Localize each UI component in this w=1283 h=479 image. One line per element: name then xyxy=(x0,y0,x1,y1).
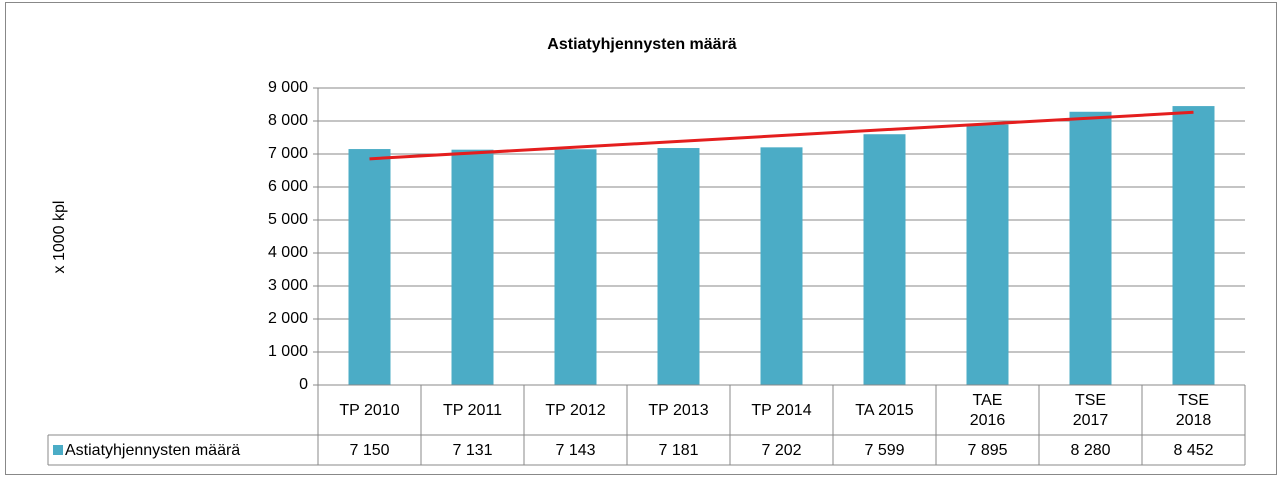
table-value: 8 452 xyxy=(1173,442,1213,459)
bar xyxy=(348,149,391,385)
trendline xyxy=(369,110,1194,161)
bar xyxy=(760,147,803,385)
legend-swatch xyxy=(53,445,63,455)
y-tick-label: 8 000 xyxy=(268,112,308,129)
x-tick-label: TA 2015 xyxy=(855,402,914,419)
x-tick-label: TP 2014 xyxy=(751,402,811,419)
legend-label: Astiatyhjennysten määrä xyxy=(65,442,240,459)
y-tick-label: 4 000 xyxy=(268,244,308,261)
bar xyxy=(554,149,597,385)
y-axis-label: x 1000 kpl xyxy=(51,201,68,274)
x-tick-label: TAE 2016 xyxy=(970,392,1006,429)
bar xyxy=(451,149,494,385)
bar xyxy=(1069,111,1112,385)
y-tick-label: 0 xyxy=(299,376,308,393)
x-tick-label: TSE 2018 xyxy=(1176,392,1212,429)
y-tick-label: 1 000 xyxy=(268,343,308,360)
y-tick-label: 9 000 xyxy=(268,79,308,96)
x-tick-label: TP 2013 xyxy=(648,402,708,419)
y-tick-label: 2 000 xyxy=(268,310,308,327)
chart-title: Astiatyhjennysten määrä xyxy=(547,36,737,53)
bar xyxy=(966,124,1009,385)
y-tick-label: 5 000 xyxy=(268,211,308,228)
chart-border xyxy=(5,2,1277,475)
x-tick-label: TP 2011 xyxy=(443,402,502,419)
y-tick-label: 7 000 xyxy=(268,145,308,162)
table-value: 7 895 xyxy=(967,442,1007,459)
table-value: 7 150 xyxy=(349,442,389,459)
table-value: 7 599 xyxy=(864,442,904,459)
x-tick-label: TP 2010 xyxy=(339,402,399,419)
y-tick-label: 3 000 xyxy=(268,277,308,294)
bar xyxy=(863,134,906,385)
table-value: 7 181 xyxy=(658,442,698,459)
y-tick-label: 6 000 xyxy=(268,178,308,195)
table-value: 7 143 xyxy=(555,442,595,459)
table-value: 8 280 xyxy=(1070,442,1110,459)
bar xyxy=(657,148,700,385)
bar xyxy=(1172,106,1215,386)
table-value: 7 131 xyxy=(452,442,492,459)
x-tick-label: TP 2012 xyxy=(545,402,605,419)
table-value: 7 202 xyxy=(761,442,801,459)
x-tick-label: TSE 2017 xyxy=(1073,392,1109,429)
